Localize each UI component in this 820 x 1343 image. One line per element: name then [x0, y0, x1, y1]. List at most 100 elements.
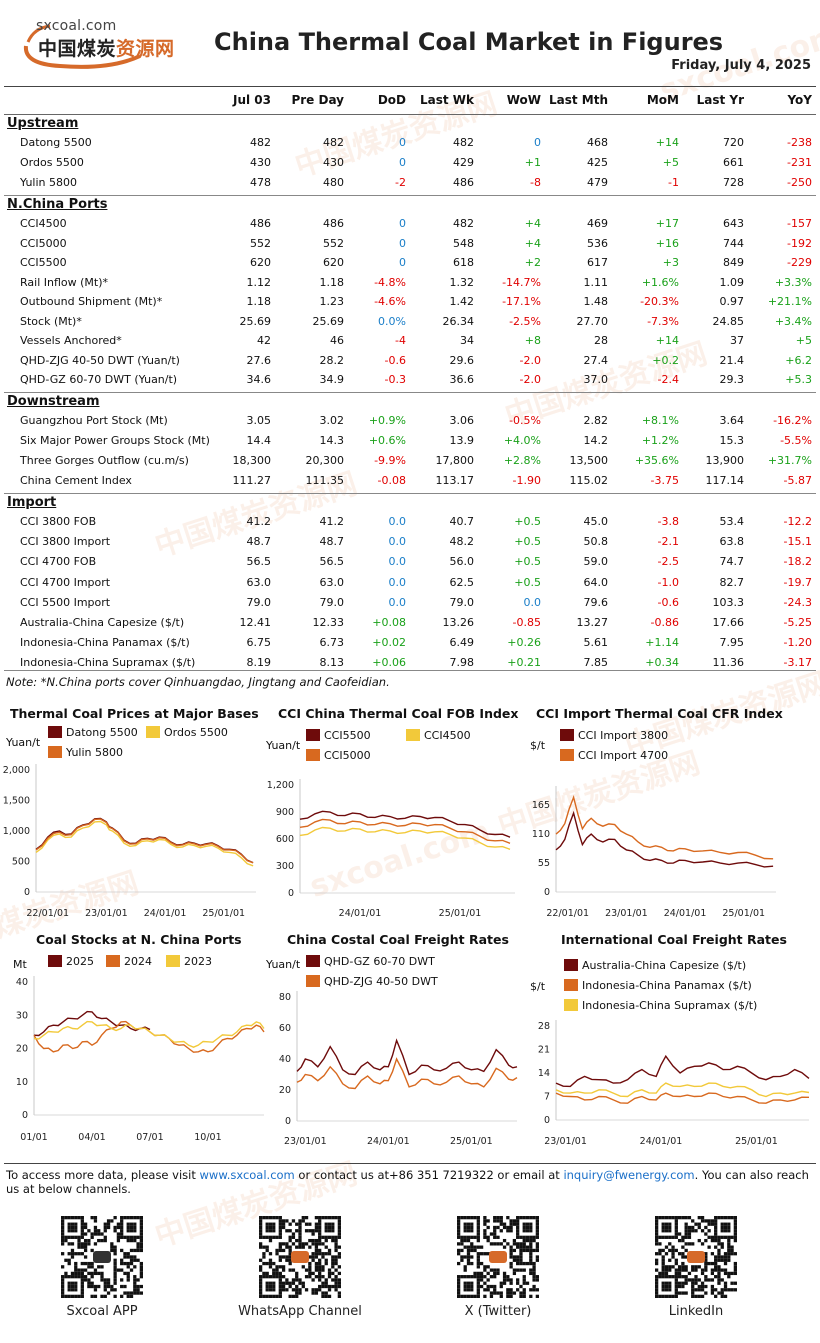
cell-value: +0.2: [652, 353, 679, 367]
table-row: Outbound Shipment (Mt)* 1.18 1.23 -4.6% 1.42…: [4, 293, 816, 311]
qr-sxcoal-app[interactable]: Sxcoal APP: [22, 1216, 182, 1326]
cell-value: -2.0: [519, 353, 541, 367]
cell-value: +4.0%: [503, 433, 541, 447]
table-row: Guangzhou Port Stock (Mt) 3.05 3.02 +0.9% 3.…: [4, 412, 816, 430]
qr-whatsapp-channel[interactable]: WhatsApp Channel: [220, 1216, 380, 1326]
cell-value: -0.5%: [509, 413, 541, 427]
website-link[interactable]: www.sxcoal.com: [199, 1168, 295, 1182]
cell-value: 79.0: [246, 595, 272, 609]
series-line: [555, 810, 774, 868]
y-tick-label: 55: [538, 858, 550, 869]
cell-value: 643: [723, 217, 744, 231]
cell-value: 6.73: [319, 635, 345, 649]
legend-swatch: [146, 726, 160, 738]
y-tick-label: 1,500: [3, 796, 30, 807]
cell-value: 12.33: [312, 615, 345, 629]
cell-value: 63.0: [319, 575, 345, 589]
cell-value: 620: [323, 256, 344, 270]
cell-value: 468: [587, 136, 608, 149]
y-tick-label: 2,000: [3, 765, 30, 776]
cell-value: 0.0: [523, 595, 542, 609]
cell-value: -20.3%: [640, 295, 679, 309]
cell-value: 13,500: [569, 454, 609, 467]
cell-value: -14.7%: [502, 275, 541, 289]
cell-value: 111.35: [305, 474, 345, 488]
row-label: QHD-GZ 60-70 DWT (Yuan/t): [20, 373, 178, 387]
cell-value: 486: [250, 217, 271, 231]
legend-swatch: [48, 955, 62, 967]
cell-value: 28: [594, 334, 608, 348]
cell-value: -18.2: [783, 555, 812, 569]
cell-value: 0.0: [388, 515, 407, 529]
y-tick-label: 600: [276, 834, 294, 845]
cell-value: 1.18: [319, 275, 345, 289]
cell-value: 8.13: [319, 655, 345, 669]
cell-value: 0: [399, 156, 406, 170]
cell-value: 17,800: [435, 454, 475, 467]
table-row: Rail Inflow (Mt)* 1.12 1.18 -4.8% 1.32 -14.7%…: [4, 274, 816, 292]
y-tick-label: 165: [532, 800, 550, 811]
cell-value: 46: [330, 334, 344, 348]
cell-value: 59.0: [583, 555, 609, 569]
cell-value: 552: [250, 236, 271, 250]
channel-label: X (Twitter): [464, 1304, 532, 1319]
cell-value: +1.2%: [641, 433, 679, 447]
cell-value: +17: [655, 217, 679, 231]
y-tick-label: 110: [532, 829, 550, 840]
cell-value: 103.3: [712, 595, 745, 609]
cell-value: +14: [655, 136, 679, 149]
cell-value: 486: [453, 176, 474, 190]
cell-value: -3.17: [783, 655, 812, 669]
footer-contact-text: To access more data, please visit www.sx…: [6, 1168, 814, 1196]
legend-swatch: [306, 749, 320, 761]
cell-value: -0.08: [377, 474, 406, 488]
table-row: China Cement Index 111.27 111.35 -0.08 113.1…: [4, 472, 816, 490]
cell-value: 45.0: [583, 515, 609, 529]
y-tick-label: 0: [544, 887, 550, 898]
cell-value: -2.5: [657, 555, 679, 569]
legend-label: CCI Import 3800: [578, 729, 669, 742]
qr-x-twitter[interactable]: X (Twitter): [418, 1216, 578, 1326]
legend-label: Ordos 5500: [164, 726, 228, 739]
qr-linkedin[interactable]: LinkedIn: [616, 1216, 776, 1326]
y-tick-label: 10: [16, 1077, 28, 1088]
legend-swatch: [106, 955, 120, 967]
legend-item: Indonesia-China Supramax ($/t): [564, 999, 757, 1012]
x-tick-label: 23/01/01: [85, 908, 128, 919]
table-row: QHD-ZJG 40-50 DWT (Yuan/t) 27.6 28.2 -0.6 29…: [4, 352, 816, 370]
cell-value: 3.05: [246, 413, 272, 427]
series-line: [555, 1082, 810, 1098]
column-header: MoM: [646, 93, 679, 107]
cell-value: 6.49: [449, 635, 475, 649]
email-link[interactable]: inquiry@fwenergy.com: [563, 1168, 695, 1182]
cell-value: 429: [453, 156, 474, 170]
report-title: China Thermal Coal Market in Figures: [214, 28, 724, 56]
legend-item: CCI5000: [306, 749, 371, 762]
section-title: N.China Ports: [7, 197, 108, 213]
cell-value: 618: [453, 256, 474, 270]
cell-value: 617: [587, 256, 608, 270]
cell-value: -1.20: [783, 635, 812, 649]
section-rule: [4, 391, 816, 393]
row-label: CCI 3800 FOB: [20, 515, 97, 529]
series-line: [296, 1057, 518, 1090]
legend-swatch: [564, 979, 578, 991]
cell-value: 482: [250, 136, 271, 149]
legend-swatch: [560, 729, 574, 741]
cell-value: 29.3: [719, 373, 745, 387]
cell-value: 478: [250, 176, 271, 190]
row-label: Stock (Mt)*: [20, 314, 82, 328]
cell-value: 0.0%: [378, 314, 406, 328]
legend-label: QHD-ZJG 40-50 DWT: [324, 975, 438, 988]
y-tick-label: 28: [538, 1021, 550, 1032]
legend-swatch: [306, 729, 320, 741]
section-rule: [4, 195, 816, 197]
legend-item: Yulin 5800: [48, 746, 123, 759]
row-label: Ordos 5500: [20, 156, 84, 170]
cell-value: -4.8%: [374, 275, 406, 289]
row-label: Guangzhou Port Stock (Mt): [20, 413, 168, 427]
table-row: QHD-GZ 60-70 DWT (Yuan/t) 34.6 34.9 -0.3 36.…: [4, 371, 816, 389]
cell-value: -8: [530, 176, 541, 190]
cell-value: 82.7: [719, 575, 745, 589]
y-tick-label: 900: [276, 807, 294, 818]
